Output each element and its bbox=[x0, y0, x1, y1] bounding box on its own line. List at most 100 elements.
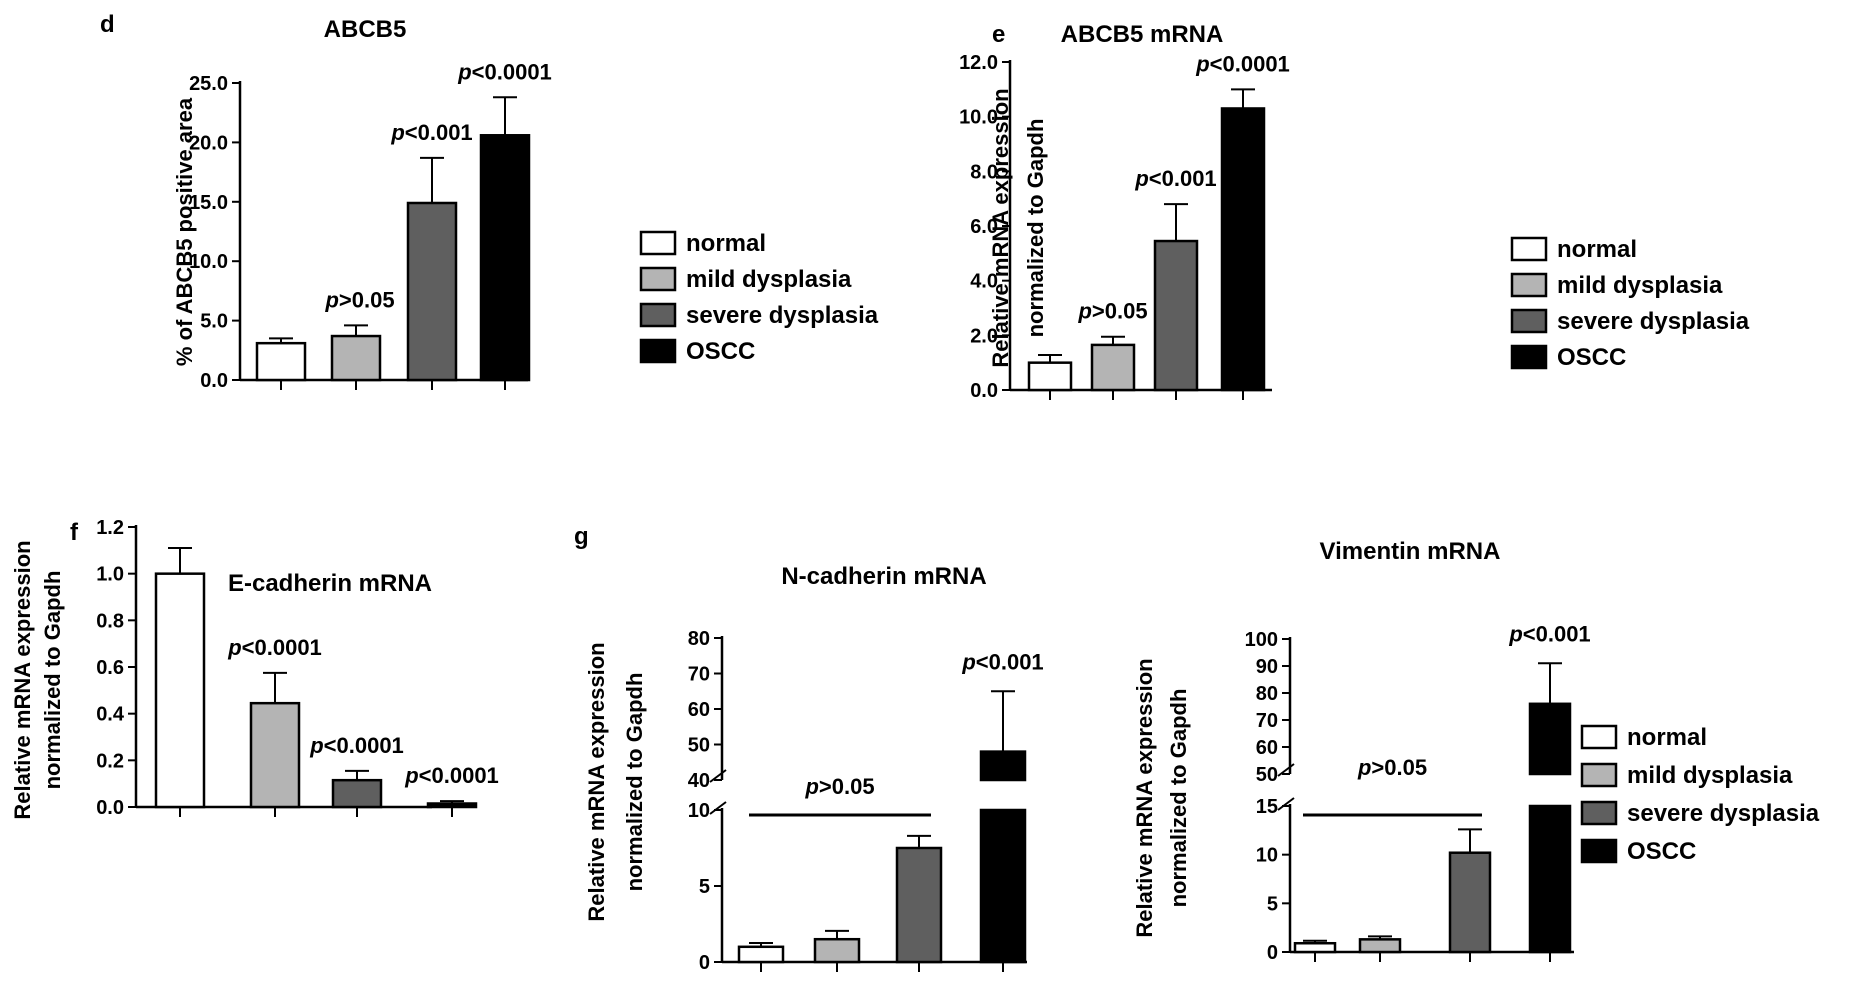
bar bbox=[737, 945, 785, 964]
y-tick-label: 10.0 bbox=[959, 107, 998, 129]
bar bbox=[426, 802, 478, 809]
legend-label: severe dysplasia bbox=[1557, 308, 1750, 335]
y-axis-label: % of ABCB5 positive area bbox=[172, 97, 197, 366]
y-tick-label: 80 bbox=[1256, 683, 1278, 705]
y-tick-label: 0.6 bbox=[96, 657, 124, 679]
bar bbox=[1358, 938, 1402, 954]
bar bbox=[406, 201, 458, 382]
p-value-annotation: p>0.05 bbox=[1077, 299, 1147, 324]
y-tick-label: 15 bbox=[1256, 796, 1278, 818]
axis-break-mark bbox=[709, 801, 727, 815]
p-value-annotation: p<0.001 bbox=[390, 120, 472, 145]
legend-label: severe dysplasia bbox=[686, 302, 879, 329]
y-axis-label: normalized to Gapdh bbox=[622, 673, 647, 892]
panel-letter-g: g bbox=[574, 523, 589, 550]
panel-letter-d: d bbox=[100, 11, 115, 38]
legend-swatch bbox=[639, 302, 677, 328]
chart-e-cadherin-mrna: E-cadherin mRNA Relative mRNA expression n… bbox=[10, 517, 499, 820]
p-value-annotation: p<0.0001 bbox=[309, 733, 404, 758]
p-value-annotation: p<0.001 bbox=[1134, 166, 1216, 191]
y-tick-label: 0 bbox=[699, 952, 710, 974]
bar-lower-segment bbox=[979, 808, 1027, 964]
bar bbox=[331, 778, 383, 809]
y-tick-label: 15.0 bbox=[189, 192, 228, 214]
y-tick-label: 10 bbox=[688, 800, 710, 822]
bar bbox=[895, 846, 943, 964]
axis-break-mark bbox=[709, 769, 727, 783]
p-value-annotation: p<0.001 bbox=[961, 649, 1043, 674]
y-tick-label: 4.0 bbox=[970, 271, 998, 293]
y-tick-label: 1.2 bbox=[96, 517, 124, 539]
legend-swatch bbox=[639, 266, 677, 292]
y-tick-label: 10.0 bbox=[189, 251, 228, 273]
chart-title: ABCB5 mRNA bbox=[1061, 21, 1224, 48]
legend-swatch bbox=[1510, 344, 1548, 370]
y-tick-label: 10 bbox=[1256, 845, 1278, 867]
panel-letter-e: e bbox=[992, 21, 1005, 48]
legend-label: severe dysplasia bbox=[1627, 800, 1820, 827]
y-tick-label: 1.0 bbox=[96, 564, 124, 586]
chart-n-cadherin-mrna: N-cadherin mRNA Relative mRNA expression n… bbox=[584, 563, 1044, 974]
bar bbox=[154, 572, 206, 809]
legend-vimentin: normal mild dysplasia severe dysplasia OSCC bbox=[1580, 724, 1820, 865]
y-tick-label: 0 bbox=[1267, 942, 1278, 964]
y-tick-label: 0.2 bbox=[96, 750, 124, 772]
legend-swatch bbox=[1580, 724, 1618, 750]
legend-label: OSCC bbox=[686, 338, 755, 365]
p-value-annotation: p>0.05 bbox=[324, 287, 394, 312]
y-tick-label: 0.8 bbox=[96, 610, 124, 632]
y-tick-label: 0.4 bbox=[96, 704, 125, 726]
bar bbox=[330, 334, 382, 382]
bar bbox=[1153, 239, 1199, 392]
y-tick-label: 40 bbox=[688, 770, 710, 792]
y-tick-label: 5 bbox=[1267, 893, 1278, 915]
legend-label: OSCC bbox=[1627, 838, 1696, 865]
legend-label: mild dysplasia bbox=[686, 266, 852, 293]
chart-vimentin-mrna: Vimentin mRNA Relative mRNA expression nor… bbox=[1132, 538, 1591, 964]
y-tick-label: 12.0 bbox=[959, 52, 998, 74]
legend-label: normal bbox=[686, 230, 766, 257]
bar-lower-segment bbox=[1528, 804, 1572, 954]
legend-abcb5-mrna: normal mild dysplasia severe dysplasia OSCC bbox=[1510, 236, 1750, 371]
p-value-annotation: p<0.0001 bbox=[457, 59, 552, 84]
p-value-annotation: p<0.001 bbox=[1508, 621, 1590, 646]
y-axis-label: Relative mRNA expression bbox=[10, 540, 35, 819]
legend-label: normal bbox=[1557, 236, 1637, 263]
legend-swatch bbox=[1580, 838, 1618, 864]
y-tick-label: 25.0 bbox=[189, 73, 228, 95]
p-value-annotation: p<0.0001 bbox=[404, 763, 499, 788]
legend-swatch bbox=[1580, 800, 1618, 826]
bar bbox=[1027, 361, 1073, 392]
legend-top: normal mild dysplasia severe dysplasia OSCC bbox=[639, 230, 879, 365]
bar-upper-segment bbox=[979, 750, 1027, 782]
y-tick-label: 8.0 bbox=[970, 161, 998, 183]
axis-break-mark bbox=[1277, 797, 1295, 811]
y-tick-label: 60 bbox=[688, 699, 710, 721]
chart-title: E-cadherin mRNA bbox=[228, 570, 432, 597]
chart-title: ABCB5 bbox=[324, 16, 407, 43]
chart-title: N-cadherin mRNA bbox=[781, 563, 986, 590]
bar bbox=[813, 937, 861, 964]
y-tick-label: 100 bbox=[1245, 629, 1278, 651]
legend-swatch bbox=[639, 230, 677, 256]
bar bbox=[1293, 941, 1337, 954]
y-tick-label: 80 bbox=[688, 628, 710, 650]
axis-break-mark bbox=[1277, 763, 1295, 777]
legend-label: mild dysplasia bbox=[1627, 762, 1793, 789]
bar bbox=[249, 701, 301, 809]
y-tick-label: 70 bbox=[1256, 710, 1278, 732]
legend-swatch bbox=[1510, 272, 1548, 298]
p-value-annotation: p>0.05 bbox=[804, 774, 874, 799]
bar-upper-segment bbox=[1528, 702, 1572, 776]
p-value-annotation: p>0.05 bbox=[1357, 755, 1427, 780]
y-tick-label: 0.0 bbox=[970, 380, 998, 402]
y-axis-label: normalized to Gapdh bbox=[1166, 689, 1191, 908]
y-tick-label: 90 bbox=[1256, 656, 1278, 678]
y-axis-label: normalized to Gapdh bbox=[40, 571, 65, 790]
y-tick-label: 0.0 bbox=[200, 370, 228, 392]
legend-swatch bbox=[1510, 308, 1548, 334]
y-tick-label: 70 bbox=[688, 664, 710, 686]
p-value-annotation: p<0.0001 bbox=[227, 635, 322, 660]
y-tick-label: 20.0 bbox=[189, 132, 228, 154]
